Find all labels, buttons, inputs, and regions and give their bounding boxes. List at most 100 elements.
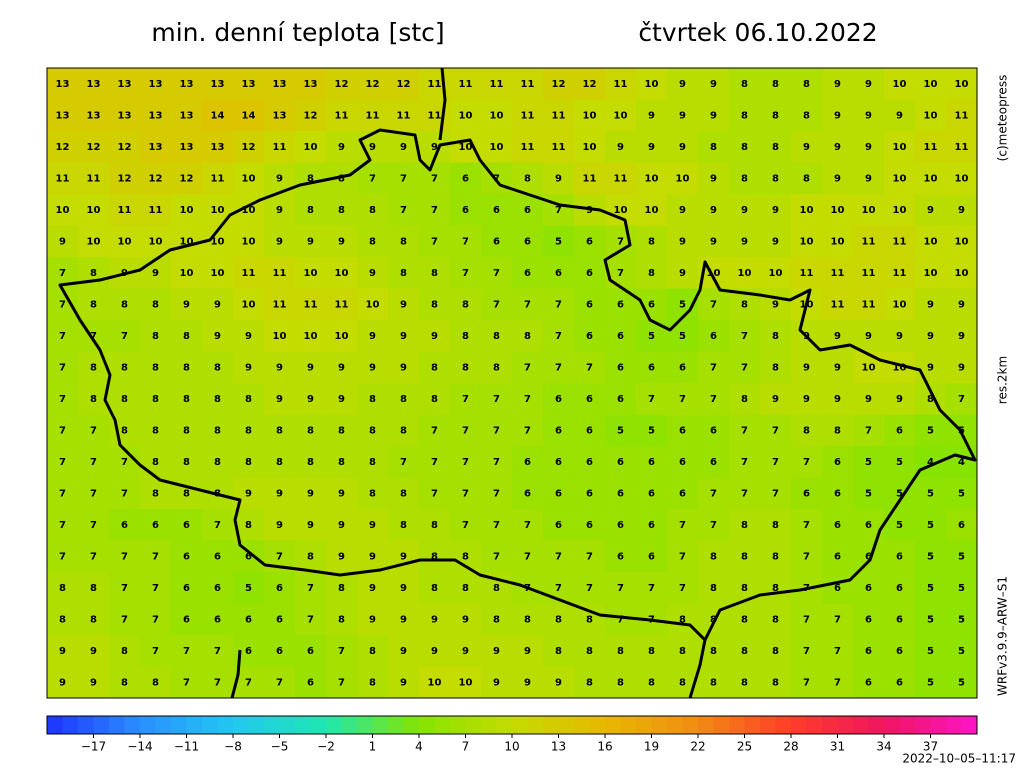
temperature-label: 10	[583, 142, 597, 153]
temperature-cell	[636, 99, 668, 132]
colorbar-segment	[698, 716, 714, 734]
temperature-label: 6	[865, 551, 872, 562]
temperature-cell	[543, 288, 575, 321]
temperature-label: 9	[400, 551, 407, 562]
colorbar-segment	[140, 716, 156, 734]
temperature-cell	[512, 194, 544, 226]
temperature-label: 5	[958, 488, 965, 499]
temperature-label: 8	[276, 425, 283, 436]
temperature-cell	[419, 383, 451, 415]
temperature-label: 9	[338, 236, 345, 247]
temperature-label: 6	[214, 614, 221, 625]
temperature-cell	[481, 131, 513, 163]
temperature-label: 7	[710, 394, 717, 405]
temperature-label: 8	[648, 268, 655, 279]
temperature-label: 8	[617, 677, 624, 688]
temperature-label: 7	[431, 205, 438, 216]
temperature-cell	[574, 320, 606, 352]
temperature-label: 8	[648, 646, 655, 657]
temperature-label: 7	[679, 583, 686, 594]
temperature-label: 7	[493, 488, 500, 499]
temperature-cell	[109, 383, 141, 415]
temperature-label: 8	[772, 646, 779, 657]
colorbar-segment	[93, 716, 110, 734]
temperature-cell	[233, 540, 265, 573]
temperature-label: 8	[338, 205, 345, 216]
colorbar-segment	[651, 716, 668, 734]
temperature-cell	[543, 446, 575, 478]
temperature-label: 6	[555, 425, 562, 436]
temperature-cell	[140, 635, 172, 667]
temperature-label: 11	[304, 299, 318, 310]
temperature-label: 8	[152, 677, 159, 688]
temperature-label: 10	[893, 79, 907, 90]
temperature-cell	[109, 509, 141, 541]
colorbar-segment	[605, 716, 621, 734]
temperature-label: 10	[893, 205, 907, 216]
temperature-label: 10	[87, 205, 101, 216]
temperature-cell	[264, 257, 296, 289]
temperature-cell	[264, 509, 296, 541]
temperature-cell	[853, 666, 885, 699]
temperature-label: 6	[586, 457, 593, 468]
temperature-label: 10	[862, 362, 876, 373]
temperature-label: 9	[245, 331, 252, 342]
temperature-cell	[109, 225, 141, 258]
temperature-label: 7	[803, 520, 810, 531]
temperature-label: 8	[121, 394, 128, 405]
temperature-cell	[543, 477, 575, 510]
temperature-cell	[419, 446, 451, 478]
temperature-cell	[946, 225, 978, 258]
temperature-label: 8	[803, 173, 810, 184]
temperature-cell	[419, 540, 451, 573]
temperature-label: 9	[896, 394, 903, 405]
temperature-label: 11	[56, 173, 70, 184]
temperature-cell	[140, 446, 172, 478]
temperature-cell	[357, 477, 389, 510]
colorbar-segment	[527, 716, 544, 734]
temperature-cell	[419, 351, 451, 384]
temperature-cell	[202, 320, 234, 352]
temperature-label: 9	[400, 299, 407, 310]
temperature-cell	[140, 603, 172, 636]
temperature-label: 6	[958, 520, 965, 531]
temperature-label: 7	[431, 173, 438, 184]
temperature-label: 8	[741, 299, 748, 310]
temperature-label: 9	[59, 236, 66, 247]
temperature-label: 6	[865, 520, 872, 531]
temperature-label: 8	[741, 394, 748, 405]
temperature-cell	[326, 383, 358, 415]
country-border	[58, 67, 977, 699]
temperature-label: 7	[400, 205, 407, 216]
temperature-label: 6	[617, 488, 624, 499]
temperature-label: 9	[524, 677, 531, 688]
temperature-cell	[636, 666, 668, 699]
temperature-cell	[512, 603, 544, 636]
temperature-label: 7	[710, 362, 717, 373]
temperature-cell	[884, 131, 916, 163]
temperature-label: 11	[831, 299, 845, 310]
temperature-label: 9	[772, 205, 779, 216]
temperature-label: 6	[183, 614, 190, 625]
temperature-cell	[636, 257, 668, 289]
temperature-label: 8	[338, 173, 345, 184]
temperature-cell	[853, 477, 885, 510]
temperature-cell	[388, 666, 420, 699]
colorbar-segment	[248, 716, 265, 734]
temperature-cell	[667, 635, 699, 667]
temperature-cell	[915, 131, 947, 163]
temperature-label: 9	[865, 173, 872, 184]
temperature-label: 5	[896, 457, 903, 468]
temperature-label: 8	[555, 646, 562, 657]
temperature-label: 8	[400, 520, 407, 531]
temperature-cell	[574, 603, 606, 636]
temperature-label: 6	[896, 677, 903, 688]
temperature-label: 9	[369, 142, 376, 153]
temperature-label: 5	[927, 646, 934, 657]
temperature-cell	[47, 131, 79, 163]
temperature-cell	[729, 477, 761, 510]
temperature-label: 9	[59, 646, 66, 657]
temperature-cell	[760, 477, 792, 510]
temperature-label: 9	[958, 362, 965, 373]
colorbar-segment	[372, 716, 389, 734]
